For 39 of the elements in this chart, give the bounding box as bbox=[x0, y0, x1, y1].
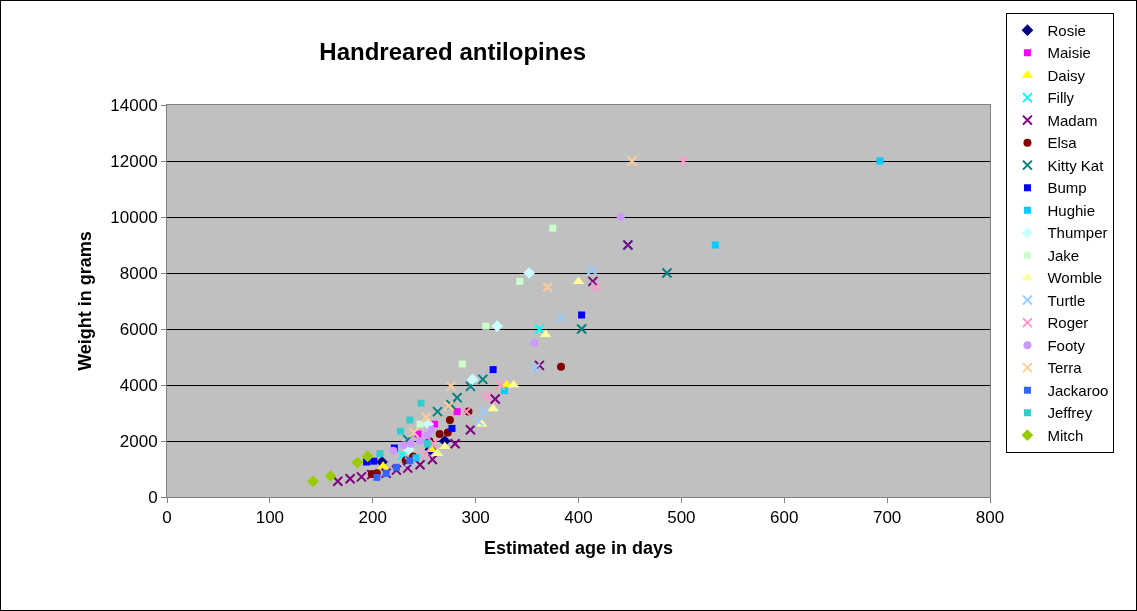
x-tick-label: 600 bbox=[770, 508, 799, 528]
y-tick-label: 10000 bbox=[110, 207, 158, 227]
x-tick-label: 0 bbox=[162, 508, 172, 528]
chart-title: Handreared antilopines bbox=[319, 38, 587, 66]
y-tick-label: 6000 bbox=[119, 319, 158, 339]
legend-label: Footy bbox=[1047, 336, 1086, 354]
legend-label: Jeffrey bbox=[1047, 404, 1093, 422]
legend-label: Maisie bbox=[1047, 44, 1091, 62]
legend-label: Womble bbox=[1047, 269, 1103, 287]
legend-label: Mitch bbox=[1047, 426, 1084, 444]
x-tick-label: 700 bbox=[872, 508, 902, 528]
legend-label: Madam bbox=[1047, 111, 1098, 129]
legend-label: Jake bbox=[1047, 246, 1080, 264]
legend-label: Rosie bbox=[1047, 21, 1086, 39]
x-axis-title: Estimated age in days bbox=[483, 537, 674, 558]
legend-label: Elsa bbox=[1047, 134, 1078, 152]
legend-label: Turtle bbox=[1047, 291, 1086, 309]
legend-label: Terra bbox=[1047, 359, 1083, 377]
legend-label: Bump bbox=[1047, 179, 1087, 197]
y-axis-title: Weight in grams bbox=[74, 231, 95, 371]
y-tick-label: 8000 bbox=[119, 263, 158, 283]
y-tick-label: 14000 bbox=[110, 95, 158, 115]
y-tick-label: 12000 bbox=[110, 151, 158, 171]
x-tick-label: 500 bbox=[667, 508, 696, 528]
legend-label: Kitty Kat bbox=[1047, 156, 1105, 174]
x-tick-label: 800 bbox=[975, 508, 1005, 528]
x-tick-label: 400 bbox=[564, 508, 593, 528]
y-tick-label: 2000 bbox=[119, 431, 158, 451]
legend-label: Filly bbox=[1047, 89, 1075, 107]
legend-label: Daisy bbox=[1047, 66, 1086, 84]
x-tick-label: 200 bbox=[358, 508, 387, 528]
y-tick-label: 0 bbox=[148, 487, 158, 507]
legend-label: Roger bbox=[1047, 314, 1089, 332]
x-tick-label: 100 bbox=[255, 508, 285, 528]
x-tick-label: 300 bbox=[461, 508, 490, 528]
legend-label: Jackaroo bbox=[1047, 381, 1109, 399]
legend-label: Hughie bbox=[1047, 201, 1096, 219]
y-tick-label: 4000 bbox=[119, 375, 158, 395]
legend-label: Thumper bbox=[1047, 224, 1108, 242]
